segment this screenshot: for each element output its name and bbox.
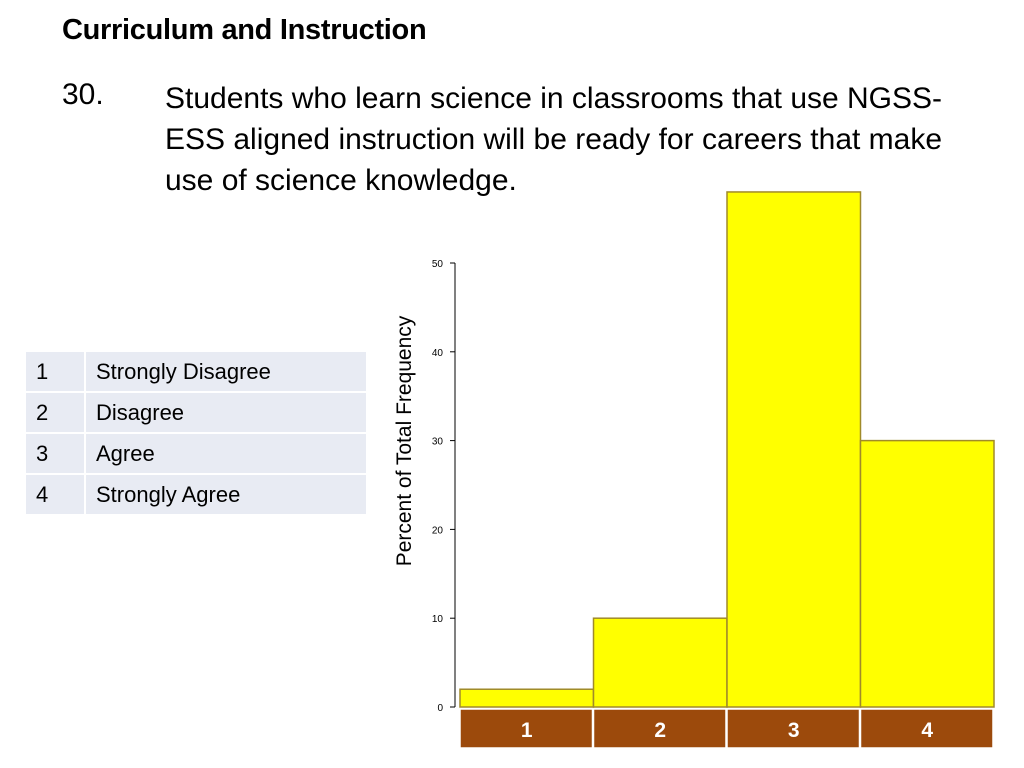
legend-label: Strongly Agree — [86, 475, 366, 514]
y-tick-label: 40 — [432, 348, 444, 359]
category-cell — [859, 708, 994, 749]
category-cell — [459, 708, 594, 749]
histogram-bar — [726, 191, 862, 708]
category-cell — [726, 708, 861, 749]
page-title: Curriculum and Instruction — [62, 14, 427, 46]
y-tick-label: 10 — [432, 614, 444, 625]
x-category-label: 4 — [921, 719, 933, 742]
legend-label: Disagree — [86, 393, 366, 432]
legend-row: 2 Disagree — [26, 393, 366, 432]
x-category-label: 3 — [788, 719, 800, 742]
legend-code: 2 — [26, 393, 86, 432]
y-tick-label: 0 — [437, 703, 443, 714]
histogram-bar — [592, 617, 728, 708]
legend-label: Agree — [86, 434, 366, 473]
histogram-bar — [459, 688, 595, 708]
x-category-label: 2 — [654, 719, 666, 742]
legend-row: 1 Strongly Disagree — [26, 352, 366, 391]
legend-code: 4 — [26, 475, 86, 514]
legend-row: 3 Agree — [26, 434, 366, 473]
question-text: Students who learn science in classrooms… — [165, 82, 943, 197]
x-category-label: 1 — [521, 719, 533, 742]
response-legend: 1 Strongly Disagree 2 Disagree 3 Agree 4… — [26, 350, 366, 516]
y-tick-label: 30 — [432, 437, 444, 448]
histogram-bar — [859, 439, 995, 708]
legend-code: 1 — [26, 352, 86, 391]
y-tick-label: 20 — [432, 525, 444, 536]
legend-label: Strongly Disagree — [86, 352, 366, 391]
legend-row: 4 Strongly Agree — [26, 475, 366, 514]
question-number: 30. — [62, 78, 104, 111]
y-axis-title: Percent of Total Frequency — [393, 315, 416, 566]
legend-code: 3 — [26, 434, 86, 473]
category-cell — [592, 708, 727, 749]
y-tick-label: 50 — [432, 259, 444, 270]
